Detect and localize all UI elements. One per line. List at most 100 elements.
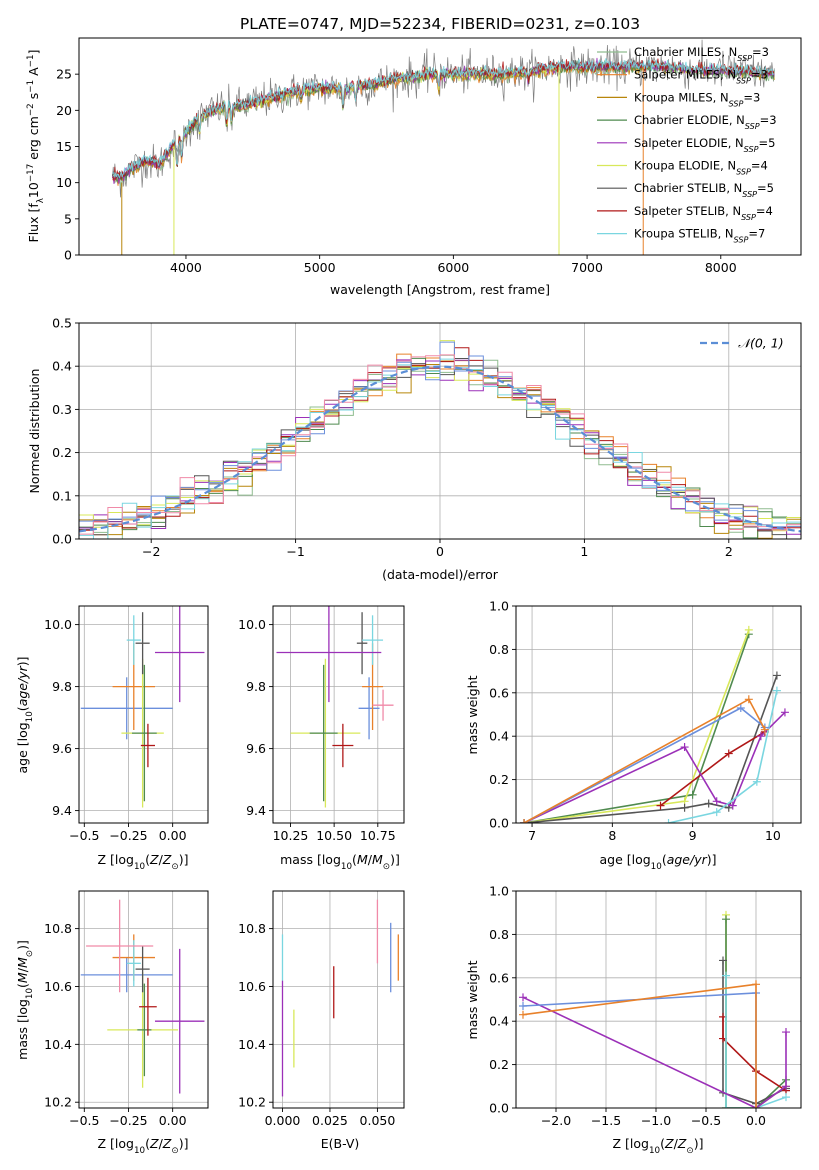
y-tick-label: 0.0: [52, 532, 72, 547]
label-segment: erg cm: [26, 116, 41, 164]
label-segment: SSP: [741, 212, 756, 221]
x-tick-label: −2: [142, 544, 160, 559]
legend-label: Chabrier ELODIE, NSSP=3: [634, 113, 777, 131]
label-segment: =3: [743, 90, 760, 104]
x-tick-label: −0.25: [109, 1113, 147, 1128]
label-segment: ⊙: [383, 862, 390, 872]
label-segment: SSP: [742, 190, 757, 199]
label-segment: SSP: [745, 122, 760, 131]
label-segment: Salpeter MILES, N: [634, 68, 736, 82]
y-axis-label: mass [log10(M/M⊙)]: [15, 940, 35, 1060]
errorbar-point: [358, 677, 380, 740]
label-segment: Z: [149, 852, 159, 867]
y-tick-label: 9.6: [52, 741, 72, 756]
legend-label: Kroupa STELIB, NSSP=7: [634, 227, 765, 245]
label-segment: /: [159, 1136, 164, 1151]
errorbar-point: [126, 615, 141, 665]
series-marker: [744, 695, 753, 704]
y-tick-label: 0.4: [489, 729, 509, 744]
x-tick-label: 0.050: [360, 1113, 396, 1128]
label-segment: ⊙: [25, 950, 35, 957]
errorbar-point: [135, 612, 150, 675]
plot-residuals: −2 −1 0 1 2 0.0 0.1 0.2 0.3 0.4 0.5 𝒩(0, 1) (data-mo…: [27, 316, 802, 582]
x-tick-label: 7: [528, 828, 536, 843]
x-tick-label: 2: [725, 544, 733, 559]
label-segment: )]: [15, 656, 30, 666]
plot-area: [281, 899, 399, 1097]
label-segment: (: [145, 852, 150, 867]
y-tick-label: 0.8: [489, 927, 509, 942]
legend-label: 𝒩(0, 1): [738, 336, 784, 351]
label-segment: =4: [751, 159, 768, 173]
label-segment: −1: [26, 54, 36, 67]
label-segment: =3: [752, 45, 769, 59]
y-tick-label: 10.4: [44, 1037, 72, 1052]
series-marker: [719, 956, 727, 965]
y-axis-label: age [log10(age/yr)]: [15, 656, 35, 773]
label-segment: ⊙: [171, 862, 178, 872]
x-tick-label: 10: [765, 828, 781, 843]
errorbar-point: [332, 723, 354, 768]
y-tick-label: 0.0: [489, 816, 509, 831]
errorbar-point: [137, 983, 152, 1077]
axes-frame: [272, 605, 405, 824]
series-marker: [664, 819, 673, 823]
label-segment: Z: [162, 1136, 172, 1151]
y-tick-label: 9.4: [246, 803, 266, 818]
x-axis-label: Z [log10(Z/Z⊙)]: [613, 1136, 704, 1156]
label-segment: −17: [26, 164, 36, 182]
series-marker: [782, 1028, 790, 1037]
series-marker: [760, 725, 769, 734]
y-tick-label: 9.4: [52, 803, 72, 818]
y-axis-label: Flux [fλ10−17 erg cm−2 s−1 A−1]: [26, 50, 46, 243]
x-tick-label: 5000: [304, 260, 336, 275]
legend-label: Kroupa MILES, NSSP=3: [634, 90, 760, 108]
x-axis-label: Z [log10(Z/Z⊙)]: [98, 1136, 189, 1156]
x-tick-label: 10.75: [360, 828, 396, 843]
x-tick-label: −0.5: [69, 828, 99, 843]
y-tick-label: 0.2: [52, 445, 72, 460]
label-segment: Chabrier STELIB, N: [634, 181, 742, 195]
label-segment: Chabrier MILES, N: [634, 45, 737, 59]
axes-frame: [272, 890, 405, 1109]
plot-spectrum: 4000 5000 6000 7000 8000 0 5 10 15 20 25 wavelength…: [26, 37, 802, 297]
label-segment: 10: [341, 862, 352, 872]
series-marker: [752, 980, 760, 989]
legend-entry: Salpeter STELIB, NSSP=4: [597, 204, 773, 221]
series-line: [523, 633, 750, 823]
errorbar-point: [154, 948, 205, 1094]
series-marker: [752, 777, 761, 786]
series-marker: [520, 819, 529, 823]
plot-area: [80, 606, 205, 808]
y-tick-label: 0: [64, 248, 72, 263]
y-tick-label: 9.8: [52, 679, 72, 694]
series-line: [722, 1016, 787, 1092]
y-tick-label: 10: [56, 175, 72, 190]
series-line: [668, 690, 778, 823]
y-tick-label: 10.0: [44, 617, 72, 632]
legend-entry: Salpeter MILES, NSSP=3: [597, 68, 768, 85]
y-tick-label: 9.6: [246, 741, 266, 756]
axes-layer: 0.000 0.025 0.050 10.2 10.4 10.6 10.8 E(B-V): [238, 890, 405, 1151]
label-segment: /: [368, 852, 373, 867]
y-tick-label: 10.4: [238, 1037, 266, 1052]
x-tick-label: 8: [608, 828, 616, 843]
label-segment: age/yr: [15, 665, 30, 706]
label-segment: (: [660, 1136, 665, 1151]
series-marker: [772, 671, 781, 680]
plot-age-vs-z: −0.5 −0.25 0.009.49.69.810.0Z [log10(Z/Z⊙)…: [15, 605, 209, 872]
series-marker: [722, 915, 730, 924]
x-tick-label: −1.0: [641, 1113, 671, 1128]
axes-layer: −0.5 −0.25 0.009.49.69.810.0Z [log10(Z/Z⊙)…: [15, 605, 209, 872]
label-segment: M: [15, 972, 30, 983]
legend-entry: Chabrier STELIB, NSSP=5: [597, 181, 774, 199]
x-tick-label: 0.025: [312, 1113, 348, 1128]
legend-label: Chabrier MILES, NSSP=3: [634, 45, 769, 63]
series-line: [523, 629, 750, 823]
label-segment: (: [662, 852, 667, 867]
label-segment: Kroupa MILES, N: [634, 90, 729, 104]
series-marker: [704, 799, 713, 808]
y-tick-label: 9.8: [246, 679, 266, 694]
